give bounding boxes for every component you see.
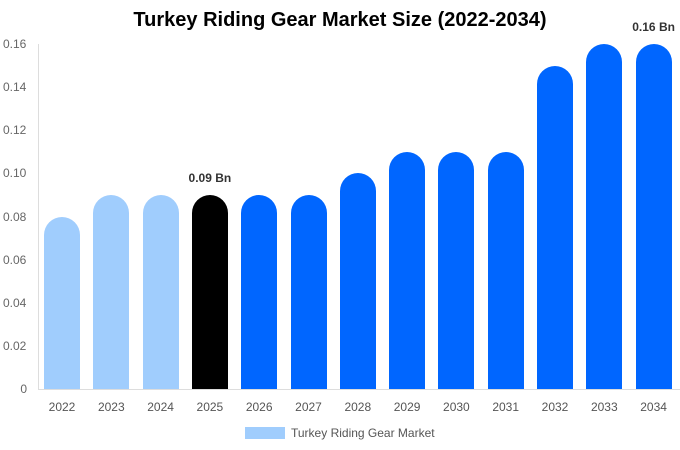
x-axis-line	[38, 389, 680, 390]
x-tick-label: 2032	[541, 400, 569, 414]
bar-2033[interactable]	[586, 44, 623, 389]
x-tick-label: 2034	[640, 400, 667, 414]
y-tick-label: 0.12	[3, 123, 27, 138]
bar-2026[interactable]	[241, 194, 278, 389]
x-tick-label: 2033	[590, 400, 618, 414]
bar-2029[interactable]	[389, 151, 426, 389]
data-label-2034: 0.16 Bn	[632, 20, 675, 34]
bar-2027[interactable]	[290, 194, 327, 389]
bar-2032[interactable]	[537, 65, 573, 389]
bar-2031[interactable]	[487, 151, 524, 389]
x-tick-label: 2023	[97, 400, 125, 414]
x-tick-label: 2029	[393, 400, 421, 414]
x-tick-label: 2031	[492, 400, 520, 414]
bar-2022[interactable]	[44, 216, 80, 389]
y-tick-label: 0.10	[3, 166, 27, 181]
bar-2025[interactable]	[191, 194, 228, 389]
y-tick-label: 0.04	[3, 295, 27, 310]
y-tick-label: 0	[20, 382, 27, 396]
bar-2028[interactable]	[339, 173, 376, 389]
x-tick-label: 2028	[344, 400, 372, 414]
y-tick-label: 0.16	[3, 37, 27, 51]
y-tick-label: 0.02	[3, 338, 27, 353]
x-tick-label: 2030	[443, 400, 470, 414]
y-tick-label: 0.08	[3, 209, 27, 224]
chart-title: Turkey Riding Gear Market Size (2022-203…	[133, 9, 547, 31]
x-tick-label: 2024	[147, 400, 174, 414]
y-axis-line	[38, 44, 39, 390]
x-tick-label: 2027	[295, 400, 322, 414]
y-tick-label: 0.14	[3, 80, 27, 95]
legend-label: Turkey Riding Gear Market	[291, 426, 435, 440]
data-label-2025: 0.09 Bn	[188, 170, 232, 185]
bar-2034[interactable]	[635, 44, 672, 389]
legend[interactable]: Turkey Riding Gear Market	[245, 426, 435, 440]
bar-2024[interactable]	[142, 194, 179, 389]
x-tick-label: 2022	[48, 400, 76, 414]
bar-2023[interactable]	[93, 194, 130, 389]
y-tick-label: 0.06	[3, 252, 27, 267]
bar-2030[interactable]	[438, 151, 475, 389]
x-tick-label: 2025	[196, 400, 224, 414]
legend-swatch	[245, 427, 285, 439]
x-tick-label: 2026	[245, 400, 273, 414]
